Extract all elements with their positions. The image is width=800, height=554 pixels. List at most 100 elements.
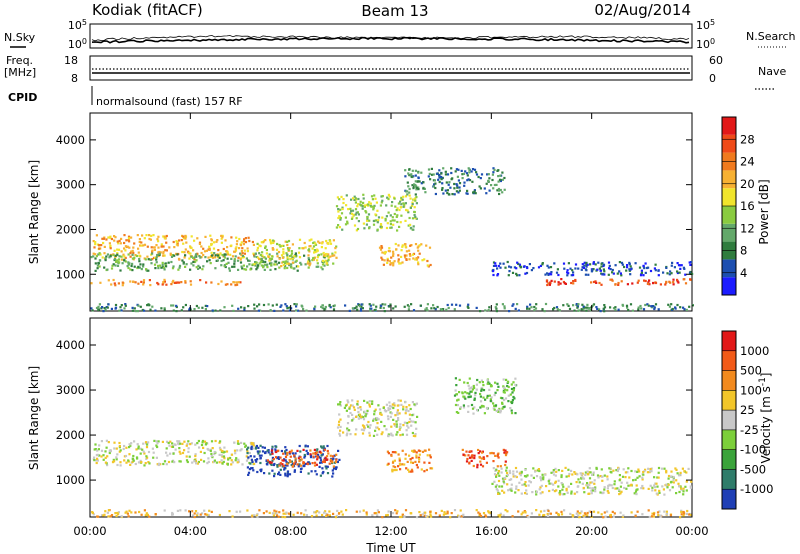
data-cell (507, 394, 510, 397)
data-cell (485, 192, 488, 195)
data-cell (118, 309, 121, 312)
data-cell (116, 240, 119, 243)
data-cell (502, 378, 505, 381)
data-cell (340, 510, 343, 513)
data-cell (137, 445, 140, 448)
data-cell (113, 249, 116, 252)
data-cell (193, 239, 196, 242)
data-cell (334, 516, 337, 519)
data-cell (103, 252, 106, 255)
data-cell (401, 449, 404, 452)
data-cell (291, 452, 295, 455)
data-cell (164, 249, 167, 252)
data-cell (260, 264, 263, 267)
data-cell (530, 474, 533, 477)
data-cell (453, 182, 456, 186)
data-cell (423, 514, 426, 517)
data-cell (501, 171, 504, 174)
data-cell (142, 450, 145, 453)
data-cell (648, 279, 651, 282)
data-cell (388, 260, 391, 263)
data-cell (254, 261, 257, 264)
data-cell (477, 452, 480, 455)
data-cell (190, 442, 193, 445)
data-cell (192, 264, 195, 267)
data-cell (142, 283, 145, 286)
data-cell (189, 268, 192, 271)
data-cell (329, 458, 332, 461)
data-cell (134, 462, 137, 466)
data-cell (258, 244, 261, 247)
data-cell (114, 303, 118, 307)
data-cell (462, 172, 465, 175)
data-cell (685, 489, 688, 492)
data-cell (282, 264, 285, 267)
data-cell (94, 253, 97, 256)
data-cell (543, 310, 546, 313)
data-cell (140, 461, 143, 464)
data-cell (404, 412, 407, 415)
data-cell (386, 222, 389, 225)
data-cell (477, 511, 480, 514)
data-cell (169, 452, 172, 455)
data-cell (381, 431, 384, 434)
data-cell (384, 303, 387, 306)
data-cell (468, 171, 471, 174)
data-cell (295, 265, 298, 268)
data-cell (248, 451, 251, 455)
nsky-label: N.Sky (4, 31, 36, 44)
data-cell (447, 306, 450, 310)
data-cell (319, 461, 322, 464)
data-cell (400, 203, 403, 206)
data-cell (103, 513, 106, 516)
data-cell (395, 512, 398, 515)
data-cell (190, 262, 193, 265)
data-cell (480, 457, 483, 460)
data-cell (309, 454, 313, 457)
data-cell (326, 465, 329, 468)
data-cell (193, 460, 196, 463)
data-cell (368, 400, 371, 403)
data-cell (418, 244, 421, 247)
data-cell (267, 451, 270, 454)
data-cell (284, 262, 287, 265)
data-cell (265, 248, 268, 252)
data-cell (196, 462, 199, 465)
data-cell (226, 246, 229, 249)
data-cell (405, 208, 408, 212)
data-cell (175, 310, 178, 313)
data-cell (487, 173, 490, 176)
data-cell (306, 452, 309, 455)
data-cell (376, 514, 379, 517)
data-cell (476, 463, 479, 466)
data-cell (130, 442, 133, 445)
data-cell (376, 228, 379, 231)
data-cell (192, 249, 195, 252)
data-cell (397, 202, 400, 205)
data-cell (554, 481, 557, 484)
data-cell (321, 259, 325, 262)
data-cell (196, 442, 199, 445)
data-cell (518, 263, 521, 266)
data-cell (673, 266, 676, 269)
data-cell (308, 462, 311, 465)
data-cell (433, 307, 436, 310)
data-cell (303, 241, 306, 245)
data-cell (101, 256, 104, 259)
data-cell (414, 197, 417, 200)
data-cell (173, 254, 176, 257)
data-cell (92, 240, 95, 243)
data-cell (91, 511, 94, 515)
data-cell (347, 414, 350, 418)
data-cell (594, 490, 597, 493)
data-cell (225, 250, 228, 253)
data-cell (420, 182, 423, 185)
data-cell (345, 434, 348, 437)
data-cell (408, 253, 411, 256)
data-cell (676, 280, 679, 283)
data-cell (131, 457, 134, 460)
data-cell (550, 271, 553, 274)
data-cell (183, 251, 186, 254)
data-cell (279, 456, 282, 459)
data-cell (467, 405, 470, 408)
